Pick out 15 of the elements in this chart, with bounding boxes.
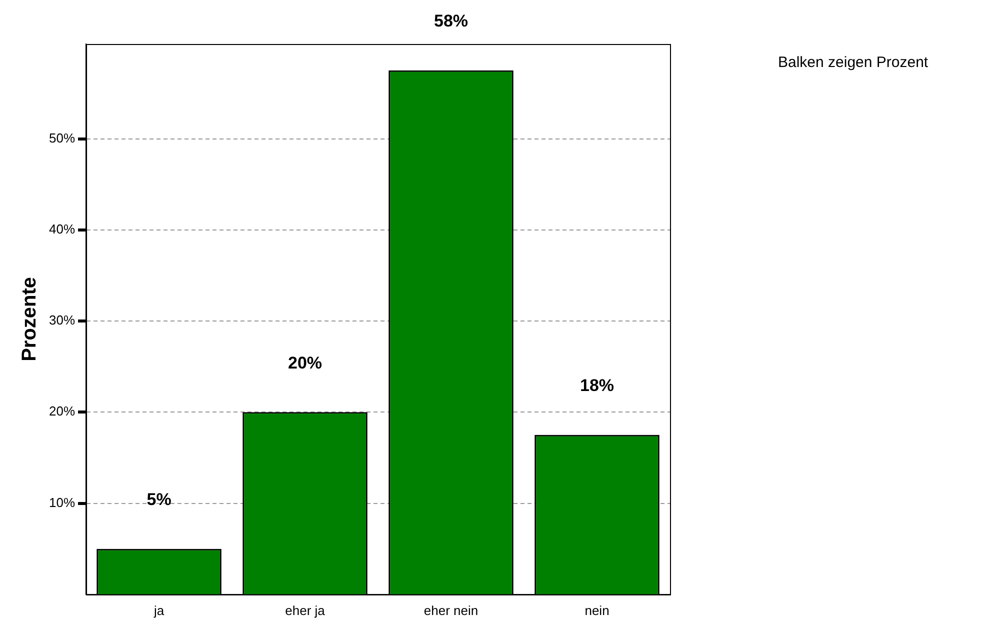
y-tick-label: 20% — [48, 404, 76, 419]
x-tick-label: eher nein — [424, 602, 478, 618]
x-tick-label: eher ja — [285, 602, 326, 618]
y-tick-label: 30% — [48, 312, 76, 328]
data-label: 5% — [146, 490, 172, 510]
y-tick-label: 50% — [48, 130, 76, 146]
y-tick-label: 10% — [48, 494, 76, 510]
x-tick-label: ja — [152, 602, 165, 618]
y-axis-title: Prozente — [18, 276, 41, 362]
data-label: 18% — [580, 376, 614, 396]
data-label: 58% — [434, 12, 468, 31]
text: Balken zeigen Prozent — [778, 54, 928, 71]
x-tick-label: nein — [584, 602, 610, 618]
data-label: 20% — [288, 353, 322, 372]
y-tick-label: 40% — [48, 221, 76, 236]
